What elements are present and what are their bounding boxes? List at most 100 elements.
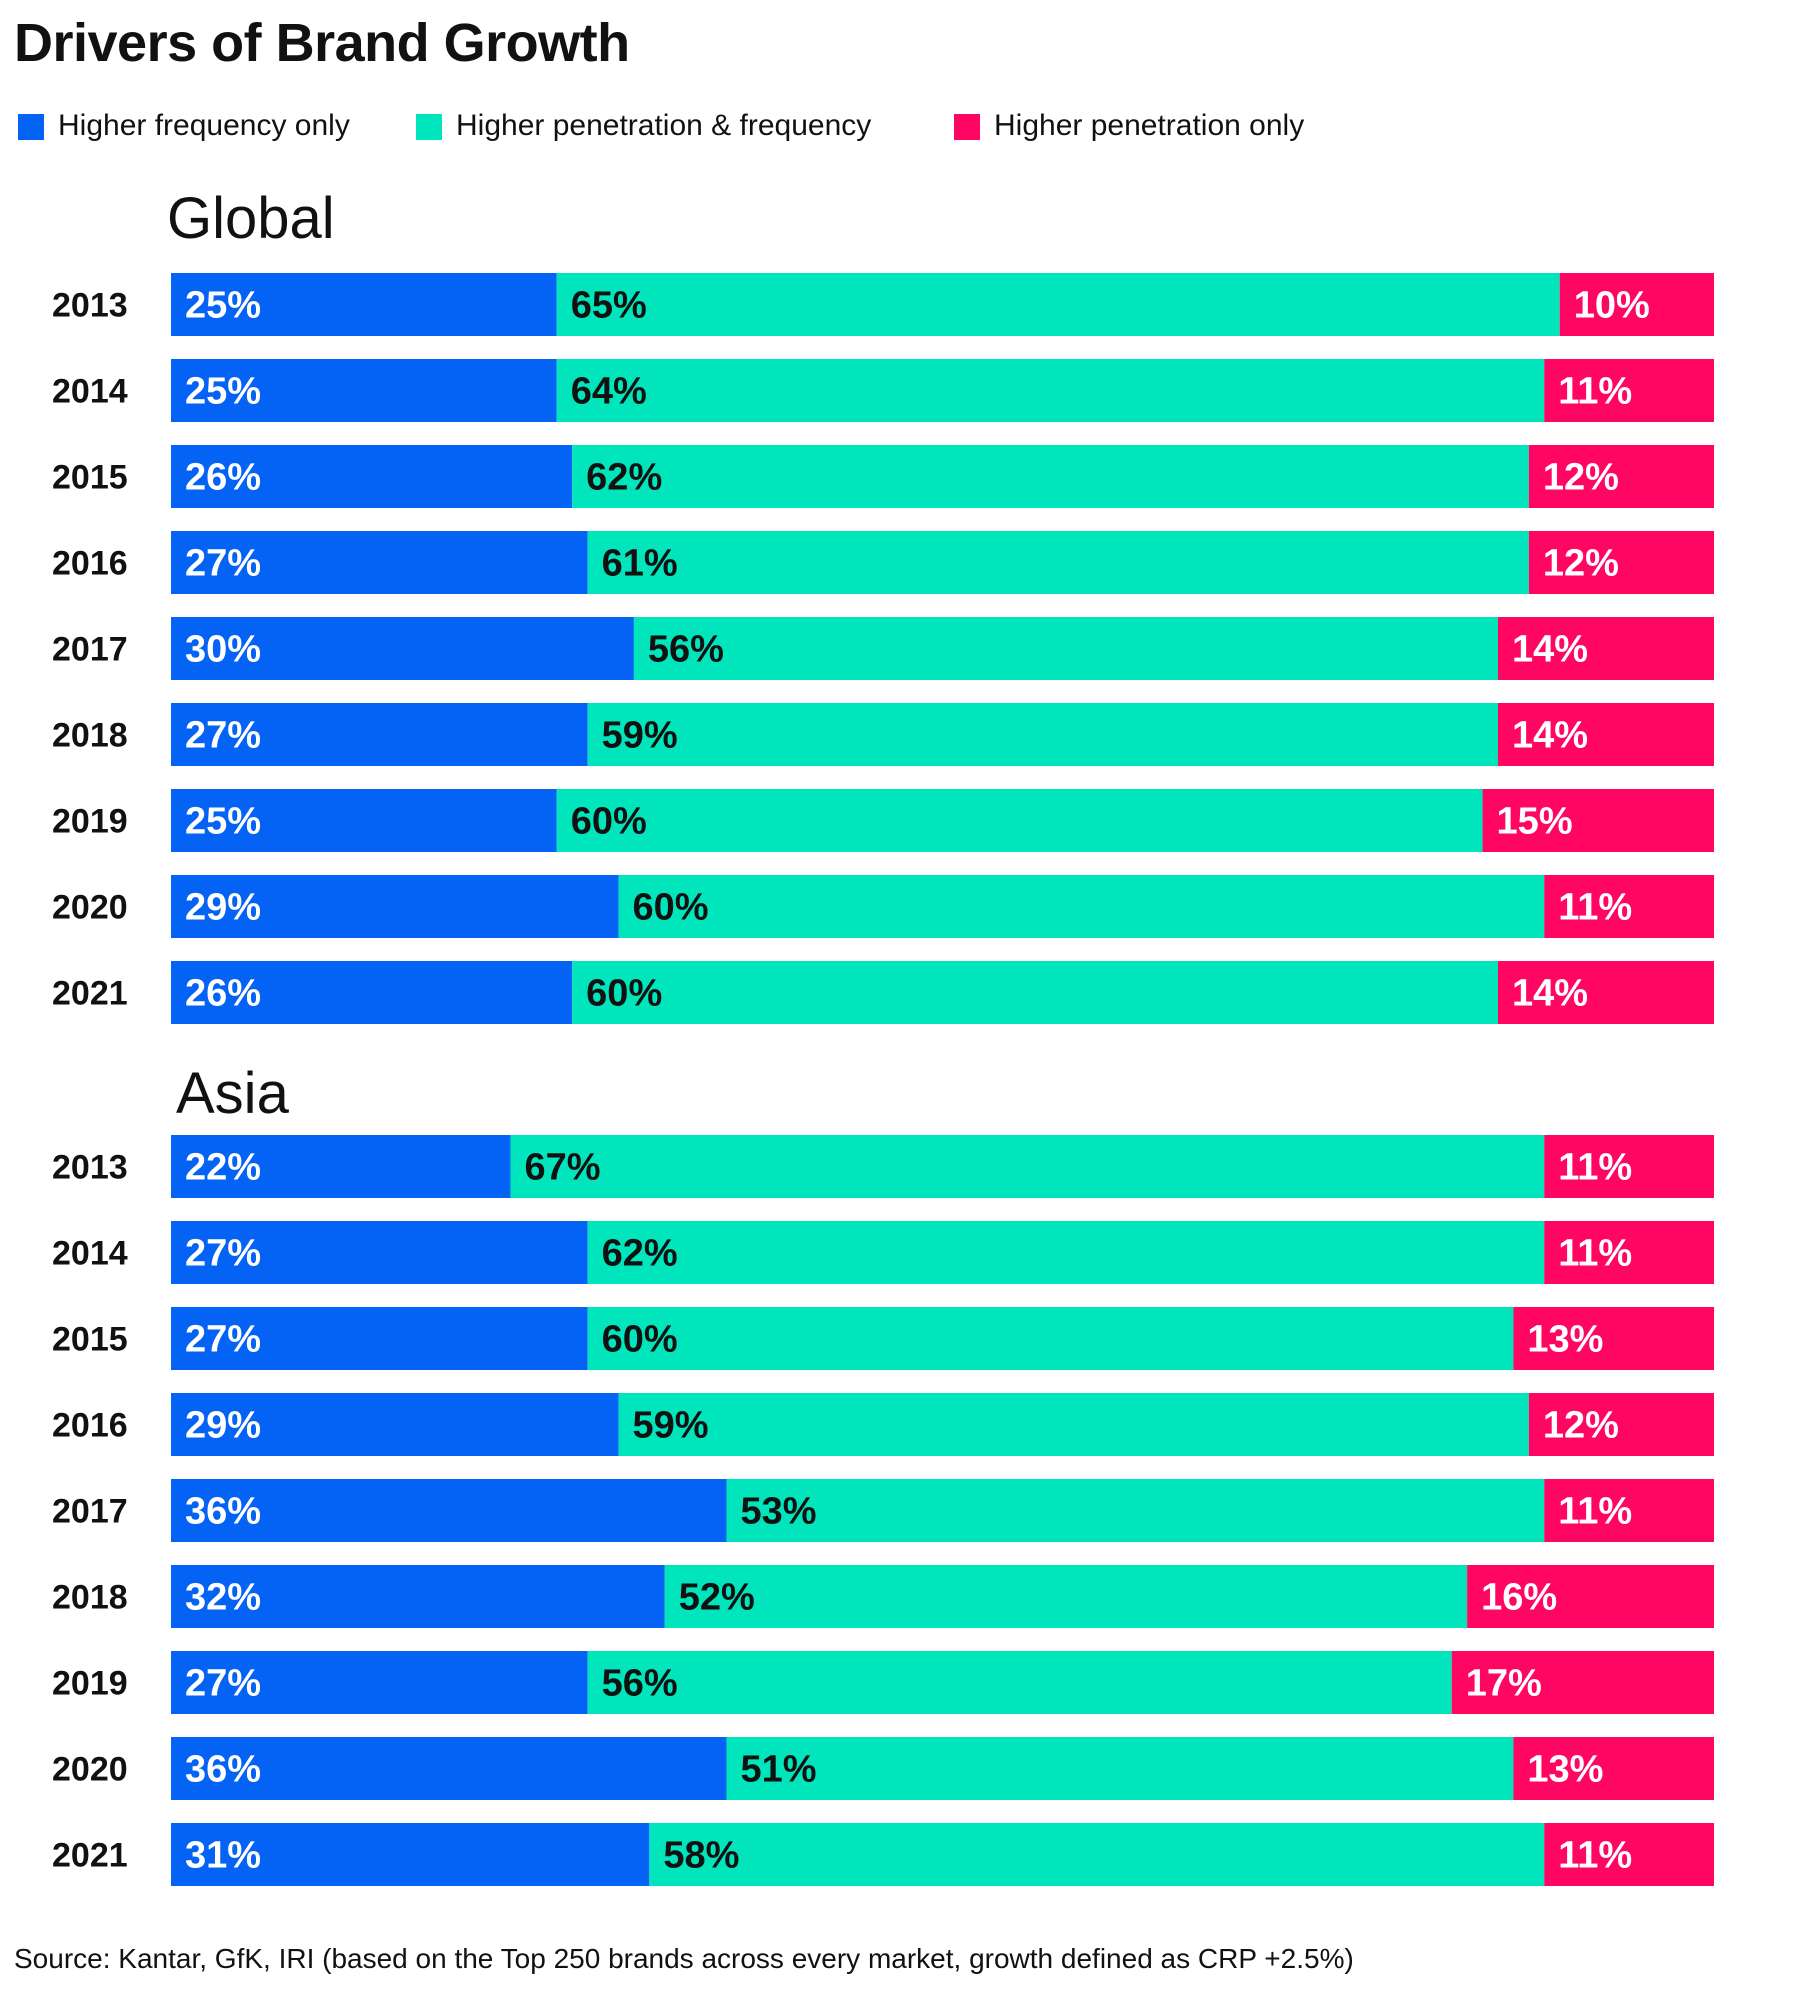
data-label-asia-2013-higher-penetration-and-frequency: 67% (524, 1147, 600, 1189)
year-label-asia-2018: 2018 (52, 1579, 128, 1617)
year-label-global-2019: 2019 (52, 803, 128, 841)
data-label-asia-2021-higher-frequency-only: 31% (185, 1835, 261, 1877)
data-label-global-2017-higher-penetration-and-frequency: 56% (648, 629, 724, 671)
year-label-global-2017: 2017 (52, 631, 128, 669)
data-label-asia-2014-higher-penetration-only: 11% (1558, 1233, 1632, 1275)
data-label-global-2016-higher-penetration-and-frequency: 61% (602, 543, 678, 585)
data-label-asia-2018-higher-penetration-only: 16% (1481, 1577, 1557, 1619)
data-label-global-2018-higher-penetration-only: 14% (1512, 715, 1588, 757)
data-label-global-2021-higher-penetration-and-frequency: 60% (586, 973, 662, 1015)
bar-segment-global-2018-higher-penetration-only (1497, 703, 1714, 766)
data-label-asia-2017-higher-penetration-and-frequency: 53% (740, 1491, 816, 1533)
data-label-asia-2013-higher-frequency-only: 22% (185, 1147, 261, 1189)
data-label-global-2014-higher-penetration-only: 11% (1558, 371, 1632, 413)
bar-segment-global-2016-higher-penetration-only (1528, 531, 1714, 594)
year-label-asia-2016: 2016 (52, 1407, 128, 1445)
bar-segment-asia-2016-higher-penetration-only (1528, 1393, 1714, 1456)
bar-segment-global-2019-higher-frequency-only (171, 789, 557, 852)
bar-segment-global-2018-higher-frequency-only (171, 703, 588, 766)
legend-swatch-penetration (954, 114, 980, 140)
data-label-asia-2015-higher-penetration-only: 13% (1527, 1319, 1603, 1361)
bar-segment-asia-2017-higher-penetration-and-frequency (726, 1479, 1545, 1542)
year-label-asia-2021: 2021 (52, 1837, 128, 1875)
bar-segment-global-2015-higher-penetration-and-frequency (572, 445, 1529, 508)
bar-segment-asia-2021-higher-frequency-only (171, 1823, 650, 1886)
bar-segment-global-2017-higher-frequency-only (171, 617, 634, 680)
bar-segment-asia-2017-higher-frequency-only (171, 1479, 727, 1542)
bar-segment-asia-2014-higher-penetration-and-frequency (587, 1221, 1545, 1284)
bar-segment-global-2019-higher-penetration-and-frequency (556, 789, 1483, 852)
legend-label-frequency: Higher frequency only (58, 109, 350, 142)
bar-segment-asia-2017-higher-penetration-only (1544, 1479, 1714, 1542)
year-label-asia-2014: 2014 (52, 1235, 128, 1273)
data-label-asia-2018-higher-penetration-and-frequency: 52% (679, 1577, 755, 1619)
bar-segment-asia-2020-higher-frequency-only (171, 1737, 727, 1800)
bar-segment-global-2015-higher-frequency-only (171, 445, 573, 508)
data-label-global-2019-higher-penetration-only: 15% (1497, 801, 1573, 843)
data-label-asia-2016-higher-frequency-only: 29% (185, 1405, 261, 1447)
bar-segment-asia-2018-higher-penetration-and-frequency (664, 1565, 1468, 1628)
data-label-global-2013-higher-frequency-only: 25% (185, 285, 261, 327)
year-label-global-2014: 2014 (52, 373, 128, 411)
data-label-asia-2014-higher-frequency-only: 27% (185, 1233, 261, 1275)
data-label-asia-2018-higher-frequency-only: 32% (185, 1577, 261, 1619)
bar-segment-global-2016-higher-penetration-and-frequency (587, 531, 1529, 594)
year-label-global-2018: 2018 (52, 717, 128, 755)
legend-swatch-penetration-frequency (416, 114, 442, 140)
bar-segment-global-2020-higher-penetration-and-frequency (618, 875, 1545, 938)
bar-segment-global-2020-higher-frequency-only (171, 875, 619, 938)
bar-segment-asia-2015-higher-frequency-only (171, 1307, 588, 1370)
legend-swatch-frequency (18, 114, 44, 140)
data-label-asia-2021-higher-penetration-and-frequency: 58% (663, 1835, 739, 1877)
data-label-global-2014-higher-penetration-and-frequency: 64% (571, 371, 647, 413)
legend-label-penetration: Higher penetration only (994, 109, 1305, 142)
data-label-global-2020-higher-frequency-only: 29% (185, 887, 261, 929)
bar-segment-asia-2013-higher-penetration-and-frequency (510, 1135, 1545, 1198)
bar-segment-global-2021-higher-penetration-only (1497, 961, 1714, 1024)
bar-segment-asia-2021-higher-penetration-only (1544, 1823, 1714, 1886)
data-label-asia-2021-higher-penetration-only: 11% (1558, 1835, 1632, 1877)
bar-segment-asia-2015-higher-penetration-and-frequency (587, 1307, 1514, 1370)
bar-segment-global-2019-higher-penetration-only (1482, 789, 1714, 852)
data-label-asia-2015-higher-frequency-only: 27% (185, 1319, 261, 1361)
bar-segment-global-2020-higher-penetration-only (1544, 875, 1714, 938)
year-label-global-2013: 2013 (52, 287, 128, 325)
bar-segment-asia-2020-higher-penetration-only (1513, 1737, 1714, 1800)
data-label-global-2021-higher-frequency-only: 26% (185, 973, 261, 1015)
data-label-global-2020-higher-penetration-only: 11% (1558, 887, 1632, 929)
bar-segment-global-2017-higher-penetration-only (1497, 617, 1714, 680)
source-note: Source: Kantar, GfK, IRI (based on the T… (14, 1943, 1354, 1974)
data-label-global-2015-higher-frequency-only: 26% (185, 457, 261, 499)
bar-segment-asia-2016-higher-penetration-and-frequency (618, 1393, 1529, 1456)
chart-title: Drivers of Brand Growth (14, 13, 630, 73)
bar-segment-global-2014-higher-penetration-and-frequency (556, 359, 1545, 422)
data-label-asia-2019-higher-penetration-and-frequency: 56% (602, 1663, 678, 1705)
year-label-global-2015: 2015 (52, 459, 128, 497)
bar-segment-asia-2020-higher-penetration-and-frequency (726, 1737, 1514, 1800)
data-label-asia-2019-higher-penetration-only: 17% (1466, 1663, 1542, 1705)
data-label-global-2019-higher-penetration-and-frequency: 60% (571, 801, 647, 843)
data-label-global-2021-higher-penetration-only: 14% (1512, 973, 1588, 1015)
bar-segment-asia-2019-higher-penetration-and-frequency (587, 1651, 1452, 1714)
data-label-global-2016-higher-penetration-only: 12% (1543, 543, 1619, 585)
year-label-asia-2019: 2019 (52, 1665, 128, 1703)
bar-segment-global-2021-higher-penetration-and-frequency (572, 961, 1498, 1024)
bar-segment-global-2015-higher-penetration-only (1528, 445, 1714, 508)
bar-segment-global-2013-higher-penetration-and-frequency (556, 273, 1560, 336)
bar-segment-asia-2014-higher-penetration-only (1544, 1221, 1714, 1284)
data-label-asia-2015-higher-penetration-and-frequency: 60% (602, 1319, 678, 1361)
bar-segment-asia-2019-higher-frequency-only (171, 1651, 588, 1714)
year-label-global-2020: 2020 (52, 889, 128, 927)
data-label-asia-2013-higher-penetration-only: 11% (1558, 1147, 1632, 1189)
data-label-asia-2020-higher-penetration-and-frequency: 51% (740, 1749, 816, 1791)
panel-title-global: Global (167, 186, 335, 251)
bar-segment-global-2017-higher-penetration-and-frequency (633, 617, 1498, 680)
data-label-asia-2020-higher-frequency-only: 36% (185, 1749, 261, 1791)
data-label-asia-2016-higher-penetration-only: 12% (1543, 1405, 1619, 1447)
data-label-global-2020-higher-penetration-and-frequency: 60% (632, 887, 708, 929)
data-label-global-2019-higher-frequency-only: 25% (185, 801, 261, 843)
data-label-global-2014-higher-frequency-only: 25% (185, 371, 261, 413)
bar-segment-asia-2015-higher-penetration-only (1513, 1307, 1714, 1370)
data-label-asia-2017-higher-frequency-only: 36% (185, 1491, 261, 1533)
